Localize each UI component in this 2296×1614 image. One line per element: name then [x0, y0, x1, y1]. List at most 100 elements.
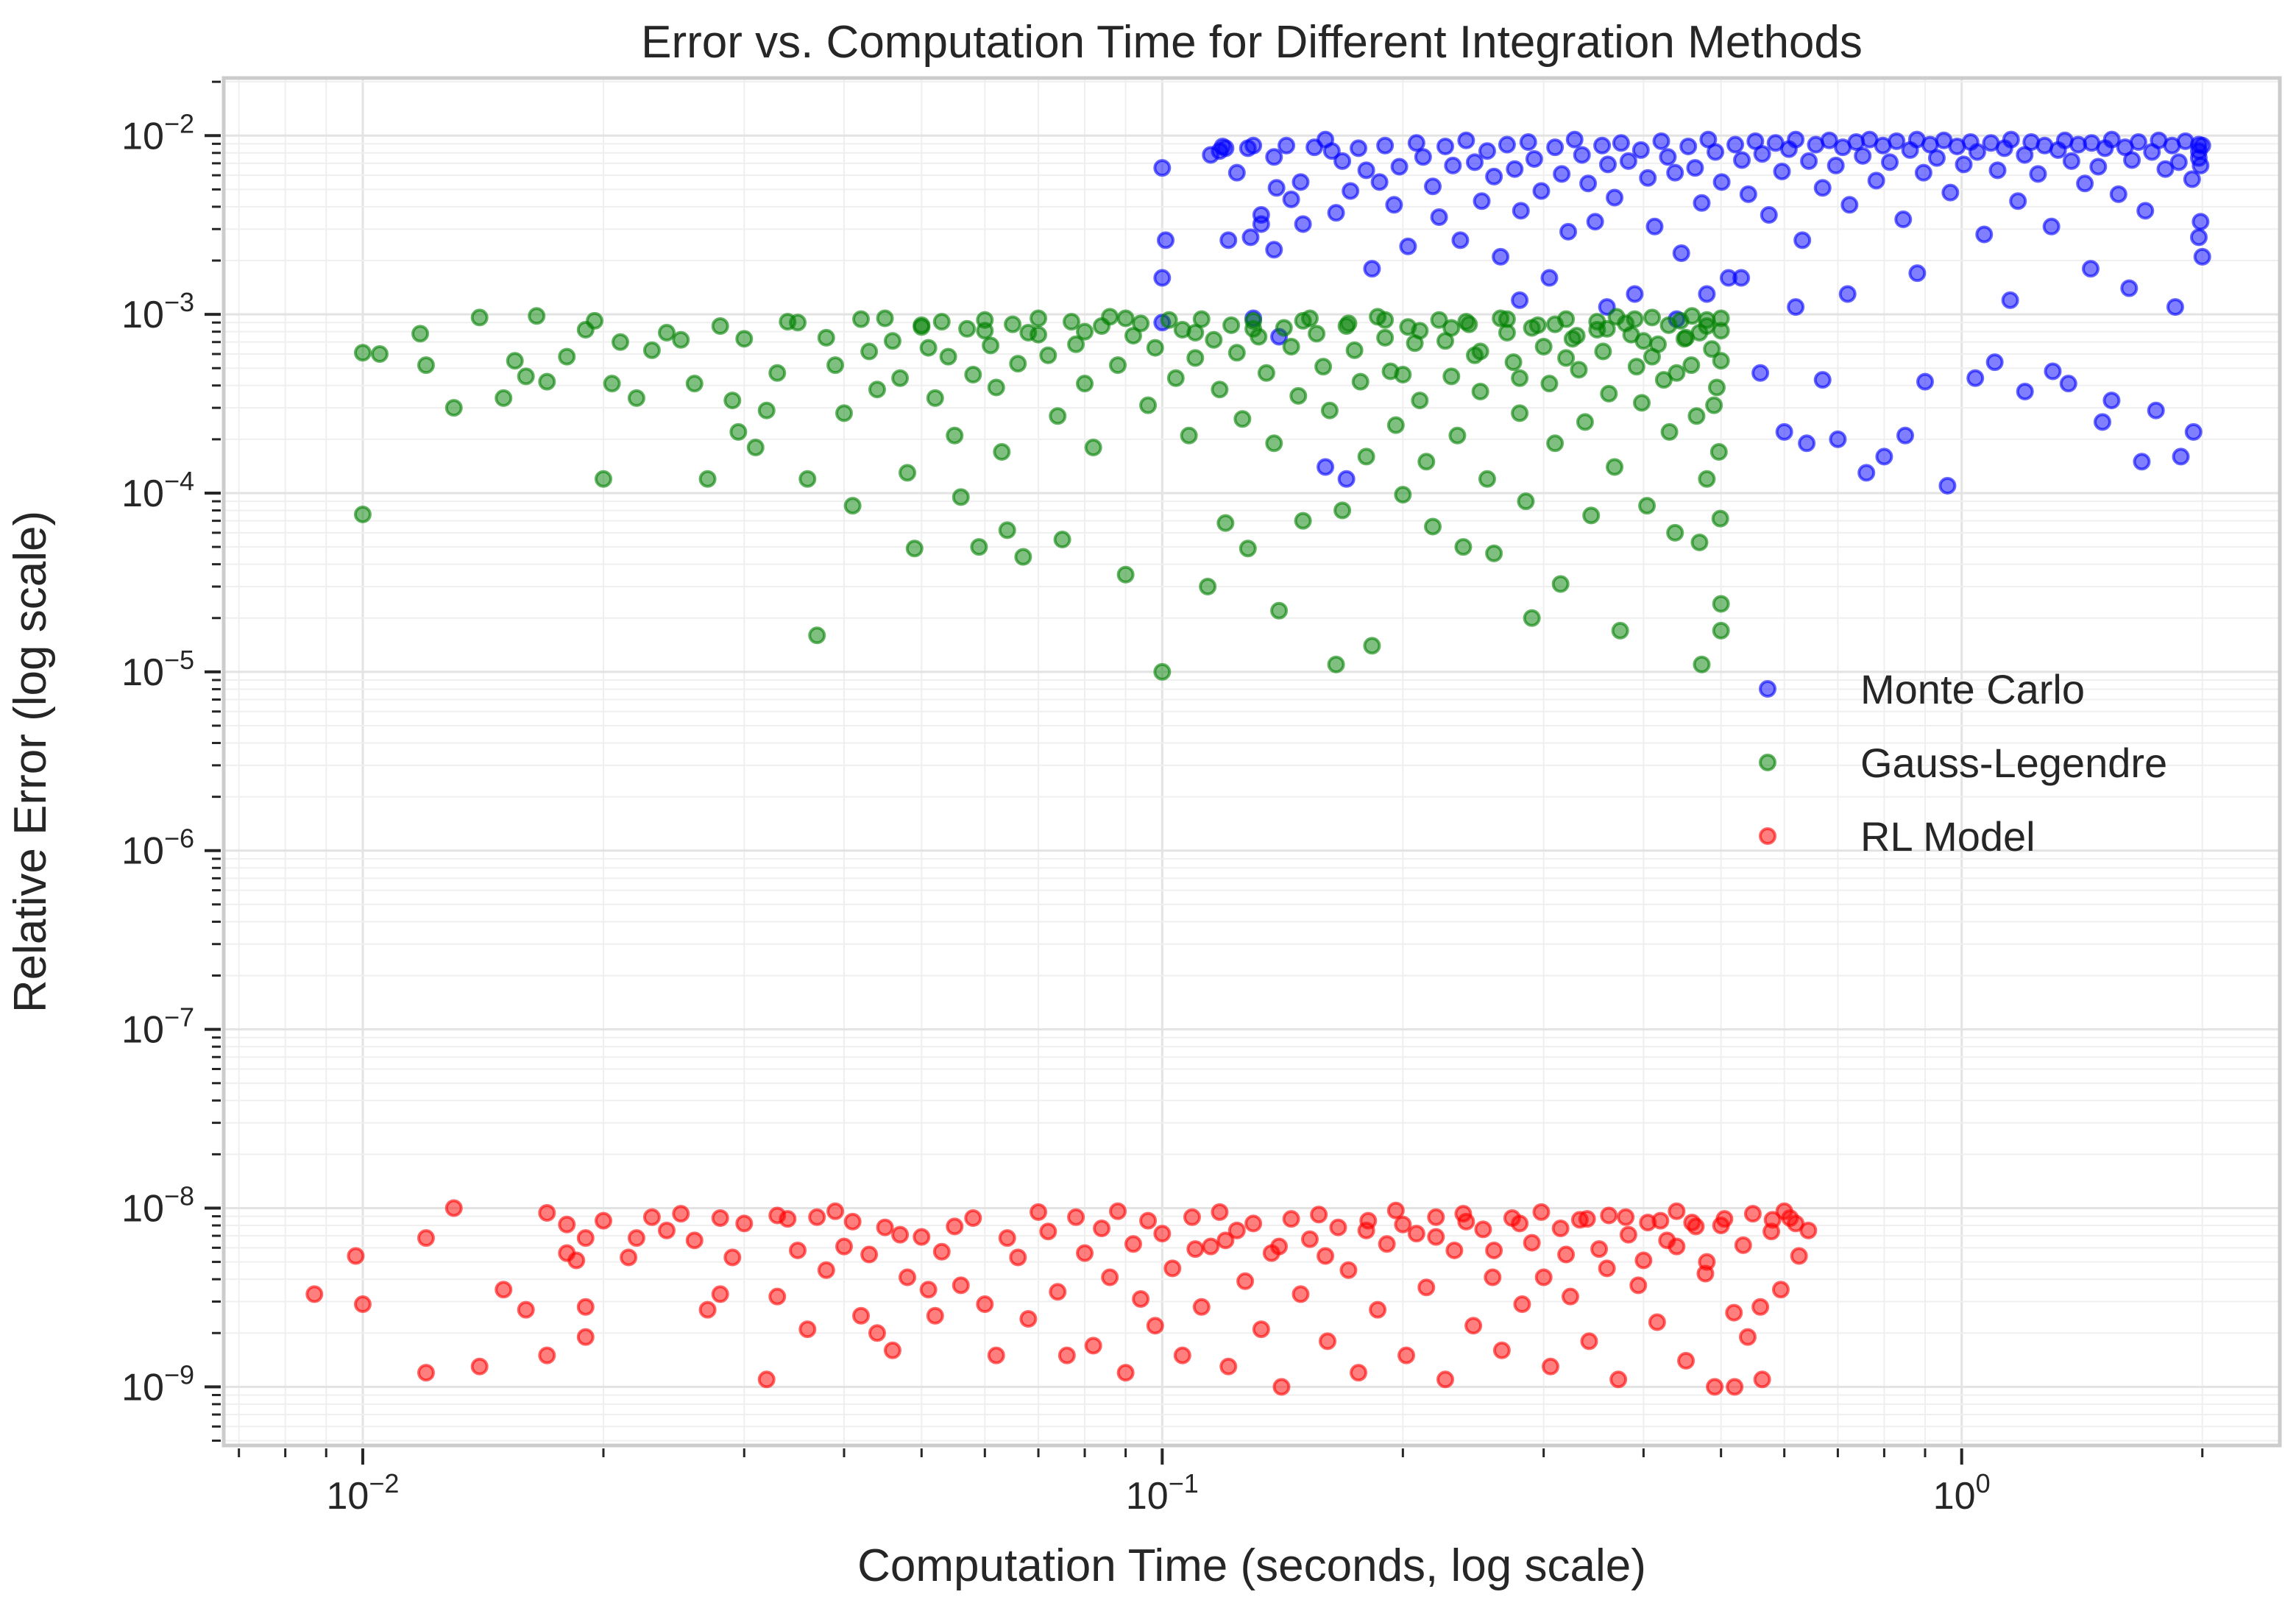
data-point [939, 347, 957, 366]
data-point [1634, 1251, 1653, 1270]
y-tick-label: 10−3 [121, 287, 194, 336]
legend-marker [1759, 754, 1776, 771]
data-point [958, 319, 977, 338]
data-point [1270, 601, 1289, 620]
data-point [2189, 228, 2208, 247]
data-point [1707, 378, 1726, 397]
data-point [1378, 1235, 1396, 1253]
data-point [1881, 153, 1899, 171]
data-point [1712, 322, 1730, 340]
data-point [627, 389, 645, 407]
data-point [1427, 1208, 1445, 1226]
data-point [1457, 1212, 1475, 1231]
data-point [685, 1231, 704, 1250]
data-point [843, 497, 862, 515]
data-point [952, 1276, 970, 1295]
data-point [1857, 464, 1876, 482]
data-point [1679, 137, 1698, 155]
data-point [538, 1204, 556, 1222]
data-point [1840, 196, 1859, 214]
data-point [1787, 1214, 1805, 1233]
data-point [1282, 337, 1300, 355]
data-point [1282, 190, 1300, 208]
data-point [1329, 1218, 1347, 1236]
data-point [1659, 316, 1678, 334]
series-2 [305, 1199, 1818, 1396]
data-point [1541, 1357, 1559, 1376]
data-point [1294, 215, 1312, 233]
data-point [1132, 1290, 1150, 1309]
data-point [1753, 1370, 1771, 1389]
data-point [1327, 655, 1345, 673]
data-point [1693, 194, 1711, 212]
data-point [1908, 264, 1927, 283]
data-point [1369, 1300, 1387, 1319]
data-point [1867, 171, 1885, 190]
data-point [1619, 152, 1637, 170]
data-point [1738, 1328, 1757, 1346]
data-point [1444, 156, 1462, 174]
x-tick-label: 10−2 [327, 1468, 400, 1518]
data-point [1751, 1298, 1770, 1316]
data-point [2002, 130, 2020, 149]
data-point [1124, 1235, 1142, 1253]
data-point [1707, 143, 1725, 161]
data-point [789, 1241, 807, 1259]
data-point [1471, 342, 1489, 361]
data-point [1511, 404, 1529, 422]
data-point [1116, 565, 1135, 584]
data-point [1553, 165, 1571, 183]
data-point [1275, 319, 1293, 337]
data-point [1968, 143, 1986, 161]
data-point [1578, 1210, 1596, 1228]
data-point [657, 323, 676, 341]
data-point [1216, 139, 1235, 157]
data-point [1894, 210, 1913, 229]
data-point [876, 1218, 894, 1236]
data-point [2001, 291, 2019, 309]
data-point [1424, 177, 1442, 196]
data-point [1014, 548, 1032, 566]
data-point [603, 375, 621, 393]
data-point [1682, 356, 1701, 375]
data-point [711, 317, 729, 336]
data-point [1397, 1346, 1416, 1365]
series-0 [1153, 130, 2211, 495]
data-point [2169, 153, 2188, 171]
data-point [1471, 383, 1489, 401]
data-point [2129, 133, 2147, 152]
data-point [826, 1202, 845, 1220]
data-point [1337, 470, 1356, 488]
data-point [1019, 1310, 1038, 1328]
data-point [506, 352, 524, 370]
data-point [746, 439, 765, 457]
data-point [1351, 372, 1370, 391]
data-point [1417, 1278, 1436, 1297]
data-point [1763, 1211, 1782, 1229]
data-point [1683, 307, 1701, 325]
data-point [2192, 213, 2210, 231]
data-point [1076, 1244, 1094, 1262]
data-point [1955, 155, 1973, 174]
data-point [711, 1208, 729, 1227]
data-point [998, 1229, 1016, 1247]
data-point [1633, 394, 1651, 412]
data-point [1916, 372, 1934, 391]
data-point [1153, 269, 1172, 287]
data-point [1350, 1364, 1368, 1382]
data-point [594, 470, 612, 488]
plot-frame [222, 76, 2282, 1448]
data-point [1484, 1268, 1502, 1286]
data-point [1186, 323, 1205, 341]
data-point [1534, 337, 1553, 355]
data-point [1540, 269, 1559, 287]
data-point [757, 401, 776, 420]
data-point [1411, 392, 1429, 410]
data-point [1687, 407, 1706, 425]
data-point [964, 1208, 982, 1227]
data-point [611, 333, 629, 351]
data-point [2093, 413, 2111, 431]
data-point [1430, 208, 1448, 226]
